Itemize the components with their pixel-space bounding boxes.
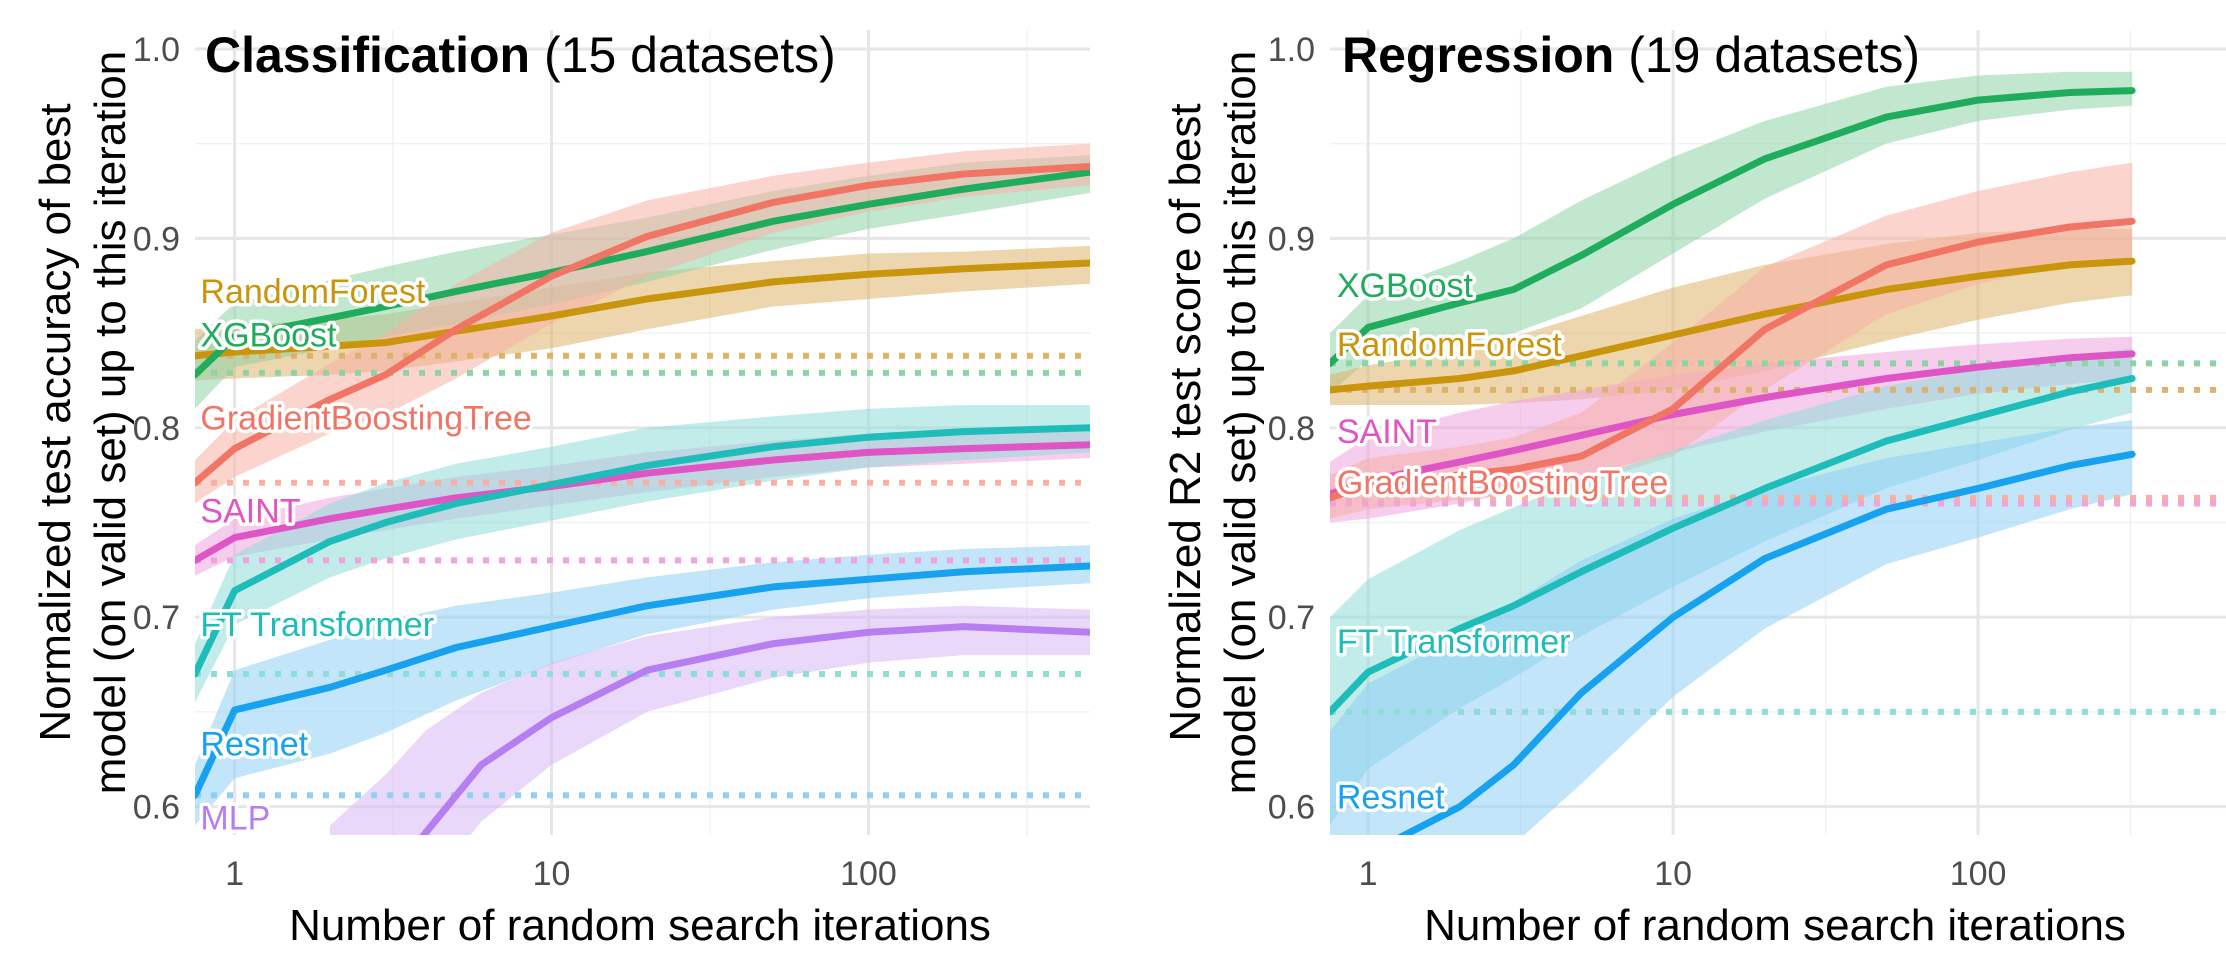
y-tick-label: 0.7 [1268,599,1315,637]
chart-title-rest: (19 datasets) [1614,27,1920,83]
series-label-gradientboostingtree: GradientBoostingTree [1337,464,1668,502]
x-tick-label: 10 [1654,855,1692,893]
band-gradientboostingtree [195,143,1090,504]
plot-area [195,143,1090,835]
band-xgboost [1330,71,2133,394]
band-xgboost [195,155,1090,409]
y-axis-label-line: model (on valid set) up to this iteratio… [1216,51,1265,795]
y-tick-label: 0.9 [133,220,180,258]
y-tick-label: 1.0 [1268,31,1315,69]
y-tick-label: 0.7 [133,599,180,637]
classification-panel: 0.6 0.7 0.8 0.9 1.0 1 10 100 RandomForest XGBoost… [31,27,1090,950]
y-axis-label-line: Normalized test accuracy of best [31,103,80,741]
chart-title-rest: (15 datasets) [530,27,836,83]
x-axis-label: Number of random search iterations [289,901,991,950]
line-xgboost [1330,87,2136,367]
series-label-saint: SAINT [200,492,300,530]
plot-area [1330,71,2226,835]
chart-title: Classification (15 datasets) [205,27,836,83]
line-ft-transformer [195,424,1090,678]
line-saint [1330,350,2136,498]
series-label-ft-transformer: FT Transformer [200,606,434,644]
x-tick-label: 1 [1359,855,1378,893]
y-tick-label: 0.6 [1268,789,1315,827]
y-tick-label: 0.8 [1268,410,1315,448]
y-tick-label: 0.9 [1268,220,1315,258]
series-label-ft-transformer: FT Transformer [1337,623,1571,661]
y-tick-label: 1.0 [133,31,180,69]
band-ft-transformer [195,405,1090,703]
band-mlp [330,605,1090,835]
chart-title-bold: Regression [1342,27,1614,83]
line-ft-transformer [1330,375,2136,716]
line-gradientboostingtree [1330,217,2136,502]
chart-title: Regression (19 datasets) [1342,27,1920,83]
series-label-mlp: MLP [200,799,270,837]
series-label-xgboost: XGBoost [200,316,337,354]
series-label-saint: SAINT [1337,413,1437,451]
chart-title-bold: Classification [205,27,530,83]
y-axis-label-line: model (on valid set) up to this iteratio… [86,51,135,795]
y-tick-label: 0.6 [133,789,180,827]
x-axis-label: Number of random search iterations [1424,901,2126,950]
x-tick-label: 100 [840,855,897,893]
line-resnet [1397,450,2136,835]
series-label-randomforest: RandomForest [1337,326,1562,364]
line-mlp [419,623,1090,835]
series-label-resnet: Resnet [1337,778,1445,816]
x-tick-label: 100 [1950,855,2007,893]
line-xgboost [195,168,1090,379]
line-resnet [195,562,1090,799]
series-label-xgboost: XGBoost [1337,267,1474,305]
regression-panel: 0.6 0.7 0.8 0.9 1.0 1 10 100 XGBoost RandomForest… [1161,27,2226,950]
line-randomforest [1330,257,2136,394]
y-tick-label: 0.8 [133,410,180,448]
series-label-gradientboostingtree: GradientBoostingTree [200,400,531,438]
y-axis-label-line: Normalized R2 test score of best [1161,103,1210,741]
band-resnet [1330,420,2133,835]
series-label-randomforest: RandomForest [200,273,425,311]
line-gradientboostingtree [195,162,1090,487]
x-tick-label: 1 [225,855,244,893]
series-label-resnet: Resnet [200,725,308,763]
x-tick-label: 10 [533,855,571,893]
band-resnet [195,545,1090,826]
line-randomforest [195,259,1090,360]
